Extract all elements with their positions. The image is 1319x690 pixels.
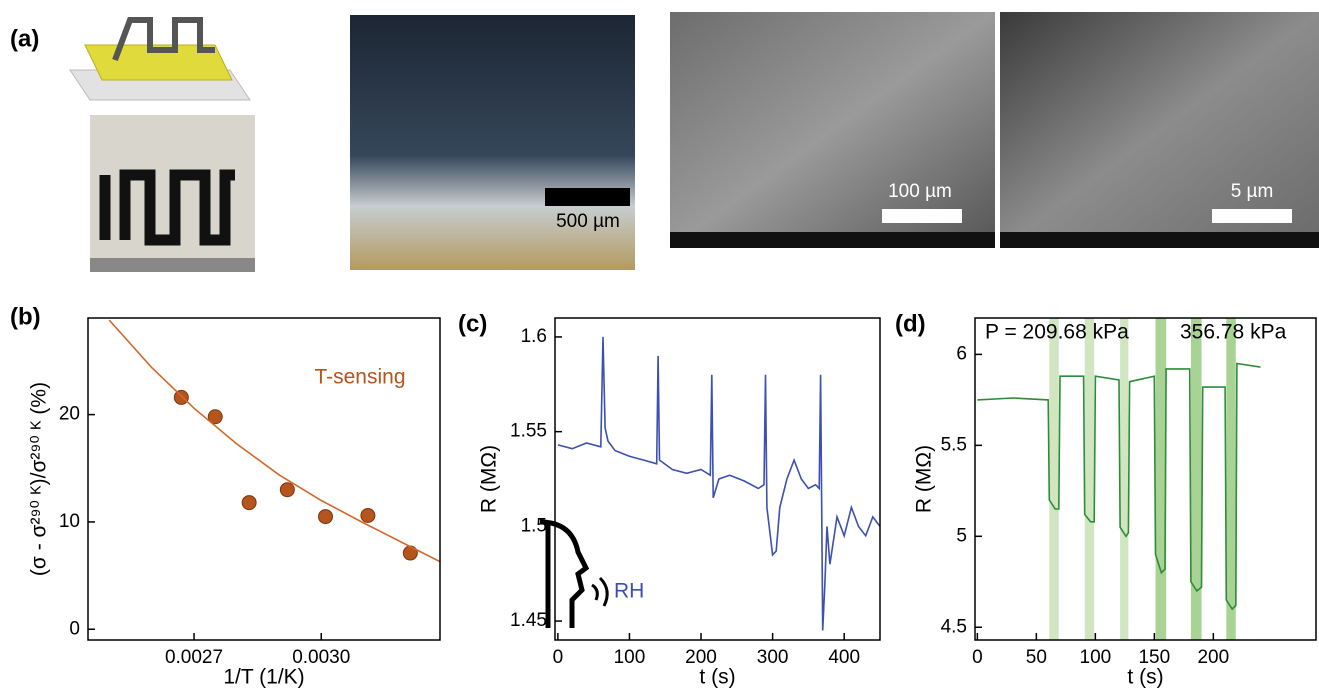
- y-tick-label: 20: [59, 404, 80, 425]
- x-tick-label: 300: [757, 647, 789, 668]
- annotation: RH: [614, 580, 644, 603]
- x-axis-label: t (s): [1127, 666, 1163, 689]
- annotation: P = 209.68 kPa: [985, 321, 1129, 344]
- x-tick-label: 0: [972, 647, 983, 668]
- sem-image: 100 µm: [670, 12, 995, 248]
- panel-label: (a): [10, 25, 39, 52]
- x-tick-label: 200: [1197, 647, 1229, 668]
- highlight-band: [1084, 318, 1095, 640]
- head-icon: [539, 519, 590, 628]
- x-tick-label: 0: [553, 647, 564, 668]
- y-tick-label: 1.55: [510, 421, 547, 442]
- highlight-band: [1226, 318, 1236, 640]
- x-tick-label: 400: [828, 647, 860, 668]
- x-tick-label: 100: [1080, 647, 1112, 668]
- data-point: [279, 482, 295, 498]
- x-tick-label: 200: [685, 647, 717, 668]
- y-tick-label: 0: [69, 618, 80, 639]
- plot-frame: [554, 317, 881, 641]
- y-tick-label: 10: [59, 511, 80, 532]
- x-tick-label: 100: [614, 647, 646, 668]
- data-point: [173, 389, 189, 405]
- x-tick-label: 150: [1138, 647, 1170, 668]
- annotation: 356.78 kPa: [1180, 321, 1287, 344]
- y-axis-label: R (MΩ): [478, 445, 501, 513]
- scale-bar-label: 5 µm: [1231, 181, 1274, 202]
- highlight-band: [1190, 318, 1202, 640]
- x-axis-label: t (s): [699, 666, 735, 689]
- y-tick-label: 1.6: [521, 326, 547, 347]
- highlight-band: [1155, 318, 1167, 640]
- x-tick-label: 0.0027: [165, 647, 223, 668]
- data-point: [360, 507, 376, 523]
- fabric-photo: 500 µm: [350, 15, 635, 270]
- data-line: [557, 336, 880, 631]
- sensor-schematic: [69, 17, 251, 101]
- highlight-band: [1049, 318, 1059, 640]
- x-tick-label: 50: [1026, 647, 1047, 668]
- panel-label: (c): [458, 310, 487, 337]
- data-point: [241, 495, 257, 511]
- y-axis-label: R (MΩ): [913, 445, 936, 513]
- y-tick-label: 5: [956, 525, 967, 546]
- y-tick-label: 1.5: [521, 515, 547, 536]
- highlight-band: [1120, 318, 1129, 640]
- data-point: [207, 409, 223, 425]
- data-line: [108, 319, 440, 563]
- scale-bar-label: 500 µm: [556, 211, 620, 232]
- x-axis-label: 1/T (1/K): [223, 666, 304, 689]
- data-line: [977, 362, 1261, 611]
- data-point: [402, 545, 418, 561]
- x-tick-label: 0.0030: [292, 647, 350, 668]
- y-axis-label: (σ - σ²⁹⁰ ᴷ)/σ²⁹⁰ ᴷ (%): [28, 382, 51, 576]
- y-tick-label: 4.5: [941, 616, 967, 637]
- breath-icon: [591, 576, 609, 607]
- sem-image: 5 µm: [1000, 12, 1319, 248]
- scale-bar-label: 100 µm: [888, 181, 952, 202]
- printed-pattern-photo: [90, 115, 255, 272]
- plot-frame: [87, 317, 441, 641]
- y-tick-label: 5.5: [941, 434, 967, 455]
- y-tick-label: 1.45: [510, 610, 547, 631]
- plot-frame: [974, 317, 1317, 641]
- panel-label: (b): [10, 303, 41, 330]
- y-tick-label: 6: [956, 343, 967, 364]
- panel-label: (d): [895, 310, 926, 337]
- annotation: T-sensing: [314, 366, 405, 389]
- data-point: [317, 509, 333, 525]
